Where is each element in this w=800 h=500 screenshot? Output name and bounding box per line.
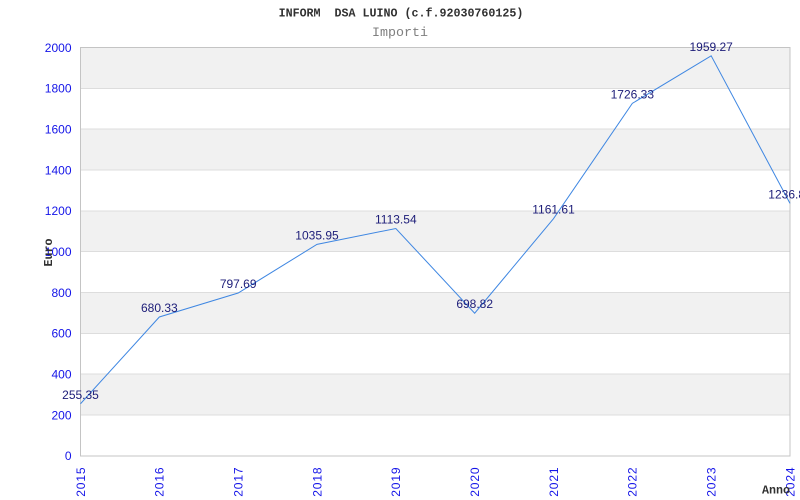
svg-text:1200: 1200: [45, 204, 72, 218]
svg-text:1726.33: 1726.33: [611, 87, 655, 101]
svg-text:680.33: 680.33: [141, 301, 178, 315]
svg-text:2015: 2015: [74, 467, 88, 497]
svg-text:400: 400: [51, 368, 71, 382]
svg-text:800: 800: [51, 286, 71, 300]
svg-text:1959.27: 1959.27: [689, 40, 733, 54]
svg-text:2022: 2022: [626, 467, 640, 497]
svg-text:INFORM DSA LUINO (c.f.9203076: INFORM DSA LUINO (c.f.92030760125): [279, 7, 524, 21]
svg-text:2020: 2020: [468, 467, 482, 497]
svg-text:Euro: Euro: [42, 239, 56, 267]
svg-text:2017: 2017: [231, 467, 245, 497]
svg-text:0: 0: [65, 449, 72, 463]
svg-text:2016: 2016: [153, 467, 167, 497]
svg-text:1113.54: 1113.54: [375, 213, 417, 227]
svg-text:2021: 2021: [547, 467, 561, 497]
svg-text:2000: 2000: [45, 41, 72, 55]
svg-text:Importi: Importi: [372, 26, 428, 41]
svg-text:600: 600: [51, 327, 71, 341]
svg-text:1800: 1800: [45, 82, 72, 96]
svg-text:1236.85: 1236.85: [768, 187, 800, 201]
svg-text:255.35: 255.35: [62, 388, 99, 402]
svg-text:698.82: 698.82: [456, 297, 493, 311]
svg-text:1000: 1000: [45, 245, 72, 259]
svg-text:Anno: Anno: [762, 484, 790, 498]
svg-text:2024: 2024: [783, 467, 797, 497]
svg-text:1600: 1600: [45, 122, 72, 136]
svg-text:200: 200: [51, 408, 71, 422]
svg-text:2019: 2019: [389, 467, 403, 497]
svg-text:1035.95: 1035.95: [295, 228, 339, 242]
svg-text:1161.61: 1161.61: [532, 203, 575, 217]
svg-text:797.69: 797.69: [220, 277, 257, 291]
svg-text:2018: 2018: [310, 467, 324, 497]
svg-text:2023: 2023: [704, 467, 718, 497]
svg-text:1400: 1400: [45, 163, 72, 177]
